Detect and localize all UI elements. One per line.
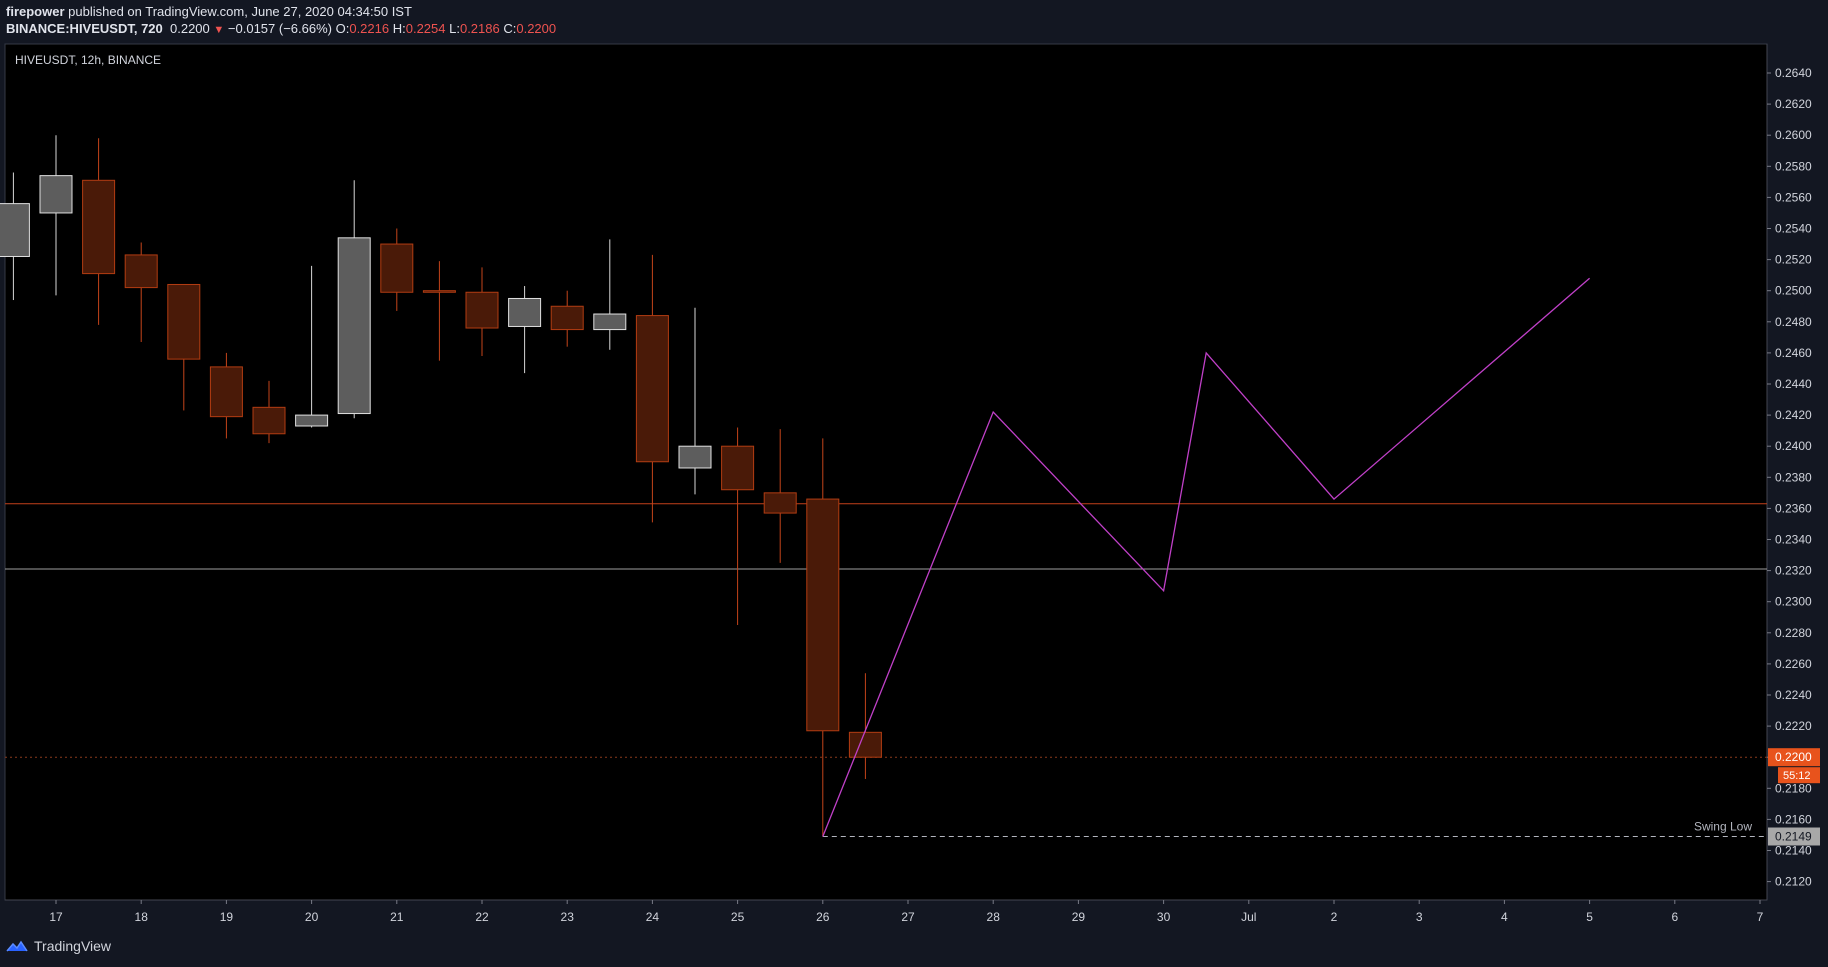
y-axis-tick-label: 0.2280 — [1775, 626, 1812, 640]
high-value: 0.2254 — [405, 21, 446, 36]
candle-body[interactable] — [295, 414, 329, 427]
x-axis-tick-label: 5 — [1586, 910, 1593, 924]
candle-body[interactable] — [337, 237, 371, 415]
candle-body[interactable] — [635, 315, 669, 463]
y-axis-tick-label: 0.2460 — [1775, 346, 1812, 360]
y-axis-tick-label: 0.2340 — [1775, 533, 1812, 547]
candle-body[interactable] — [848, 731, 882, 758]
close-value: 0.2200 — [516, 21, 557, 36]
y-axis-tick-label: 0.2300 — [1775, 595, 1812, 609]
candle-body[interactable] — [124, 254, 158, 289]
candle-body[interactable] — [380, 243, 414, 293]
x-axis-tick-label: 17 — [49, 910, 63, 924]
last-price: 0.2200 — [170, 21, 210, 36]
plot-area[interactable] — [4, 43, 1768, 901]
x-axis-tick-label: 23 — [561, 910, 575, 924]
candle-body[interactable] — [508, 297, 542, 327]
candle-body[interactable] — [763, 492, 797, 514]
swing-low-label: Swing Low — [1694, 820, 1752, 834]
x-axis-tick-label: 19 — [220, 910, 234, 924]
open-label: O: — [335, 21, 350, 36]
y-axis-tick-label: 0.2480 — [1775, 315, 1812, 329]
y-axis-tick-label: 0.2600 — [1775, 128, 1812, 142]
y-axis-tick-label: 0.2160 — [1775, 812, 1812, 826]
candle-body[interactable] — [678, 445, 712, 469]
y-axis-tick-label: 0.2120 — [1775, 875, 1812, 889]
y-axis-tick-label: 0.2420 — [1775, 408, 1812, 422]
x-axis-tick-label: 22 — [475, 910, 489, 924]
open-value: 0.2216 — [349, 21, 390, 36]
low-label: L: — [449, 21, 460, 36]
swing-low-price-value: 0.2149 — [1775, 830, 1812, 844]
projection-zigzag-line[interactable] — [822, 277, 1591, 837]
x-axis-tick-label: Jul — [1241, 910, 1256, 924]
y-axis-tick-label: 0.2620 — [1775, 97, 1812, 111]
current-price-value: 0.2200 — [1775, 750, 1812, 764]
x-axis-tick-label: 30 — [1157, 910, 1171, 924]
y-axis-tick-label: 0.2500 — [1775, 284, 1812, 298]
x-axis-tick-label: 24 — [646, 910, 660, 924]
swing-low-price-tag — [1768, 827, 1820, 846]
y-axis-tick-label: 0.2260 — [1775, 657, 1812, 671]
y-axis-tick-label: 0.2380 — [1775, 470, 1812, 484]
candle-body[interactable] — [721, 445, 755, 491]
symbol-line: BINANCE:HIVEUSDT, 720 — [6, 21, 163, 36]
y-axis-tick-label: 0.2560 — [1775, 190, 1812, 204]
x-axis-tick-label: 2 — [1331, 910, 1338, 924]
tradingview-logo-icon — [6, 940, 28, 952]
candle-body[interactable] — [593, 313, 627, 331]
footer-brand[interactable]: TradingView — [6, 938, 111, 954]
x-axis-tick-label: 25 — [731, 910, 745, 924]
candle-body[interactable] — [422, 290, 456, 293]
candle-body[interactable] — [806, 498, 840, 732]
candle-body[interactable] — [252, 406, 286, 435]
y-axis-tick-label: 0.2400 — [1775, 439, 1812, 453]
current-price-tag — [1768, 748, 1820, 767]
candle-body[interactable] — [209, 366, 243, 418]
candle-body[interactable] — [39, 175, 73, 214]
y-axis-tick-label: 0.2220 — [1775, 719, 1812, 733]
close-label: C: — [503, 21, 517, 36]
chart-title: HIVEUSDT, 12h, BINANCE — [15, 53, 161, 67]
publish-text: published on TradingView.com, June 27, 2… — [68, 4, 412, 19]
x-axis-tick-label: 20 — [305, 910, 319, 924]
y-axis-tick-label: 0.2320 — [1775, 564, 1812, 578]
x-axis-tick-label: 18 — [135, 910, 149, 924]
x-axis-tick-label: 28 — [987, 910, 1001, 924]
x-axis-tick-label: 7 — [1757, 910, 1764, 924]
x-axis-tick-label: 6 — [1671, 910, 1678, 924]
candle-body[interactable] — [167, 283, 201, 360]
low-value: 0.2186 — [459, 21, 500, 36]
countdown-value: 55:12 — [1783, 770, 1811, 782]
price-change: −0.0157 (−6.66%) — [227, 21, 332, 36]
y-axis-tick-label: 0.2240 — [1775, 688, 1812, 702]
down-arrow-icon: ▼ — [213, 24, 225, 36]
publish-info: firepower published on TradingView.com, … — [6, 4, 412, 19]
y-axis-tick-label: 0.2580 — [1775, 159, 1812, 173]
candle-body[interactable] — [0, 203, 30, 257]
candle-body[interactable] — [82, 179, 116, 275]
ohlc-legend: BINANCE:HIVEUSDT, 720 0.2200 ▼ −0.0157 (… — [6, 21, 556, 36]
x-axis-tick-label: 21 — [390, 910, 404, 924]
candle-body[interactable] — [550, 305, 584, 331]
y-axis-tick-label: 0.2140 — [1775, 844, 1812, 858]
x-axis-tick-label: 26 — [816, 910, 830, 924]
x-axis-tick-label: 3 — [1416, 910, 1423, 924]
y-axis-tick-label: 0.2440 — [1775, 377, 1812, 391]
author-name[interactable]: firepower — [6, 4, 65, 19]
footer-brand-label: TradingView — [34, 938, 112, 954]
x-axis-tick-label: 29 — [1072, 910, 1086, 924]
y-axis-tick-label: 0.2520 — [1775, 253, 1812, 267]
x-axis-tick-label: 27 — [901, 910, 915, 924]
y-axis-tick-label: 0.2640 — [1775, 66, 1812, 80]
y-axis-tick-label: 0.2360 — [1775, 501, 1812, 515]
x-axis-tick-label: 4 — [1501, 910, 1508, 924]
y-axis-tick-label: 0.2540 — [1775, 222, 1812, 236]
y-axis-tick-label: 0.2180 — [1775, 781, 1812, 795]
high-label: H: — [392, 21, 406, 36]
countdown-tag — [1778, 767, 1820, 784]
candle-body[interactable] — [465, 291, 499, 329]
